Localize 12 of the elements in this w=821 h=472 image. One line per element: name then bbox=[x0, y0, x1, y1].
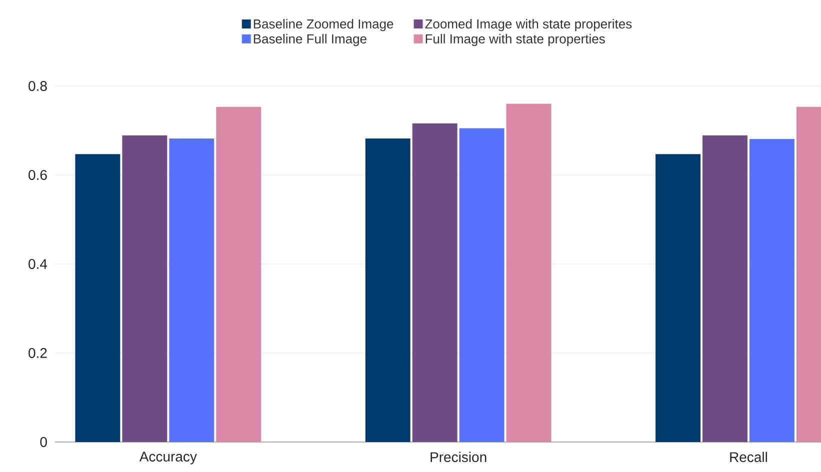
legend-label: Full Image with state properties bbox=[426, 34, 605, 46]
y-tick-label: 0.6 bbox=[28, 170, 47, 180]
x-tick-label: Accuracy bbox=[139, 452, 197, 464]
legend-label: Zoomed Image with state properites bbox=[425, 19, 632, 32]
x-tick-label: Precision bbox=[430, 452, 486, 462]
y-tick-label: 0.4 bbox=[28, 259, 48, 269]
y-tick-label: 0.2 bbox=[28, 348, 47, 358]
y-tick-label: 0 bbox=[40, 437, 47, 447]
legend-label: Baseline Full Image bbox=[254, 34, 366, 46]
y-tick-label: 0.8 bbox=[28, 81, 47, 91]
legend-label: Baseline Zoomed Image bbox=[254, 19, 394, 32]
x-tick-label: Recall bbox=[730, 452, 767, 462]
